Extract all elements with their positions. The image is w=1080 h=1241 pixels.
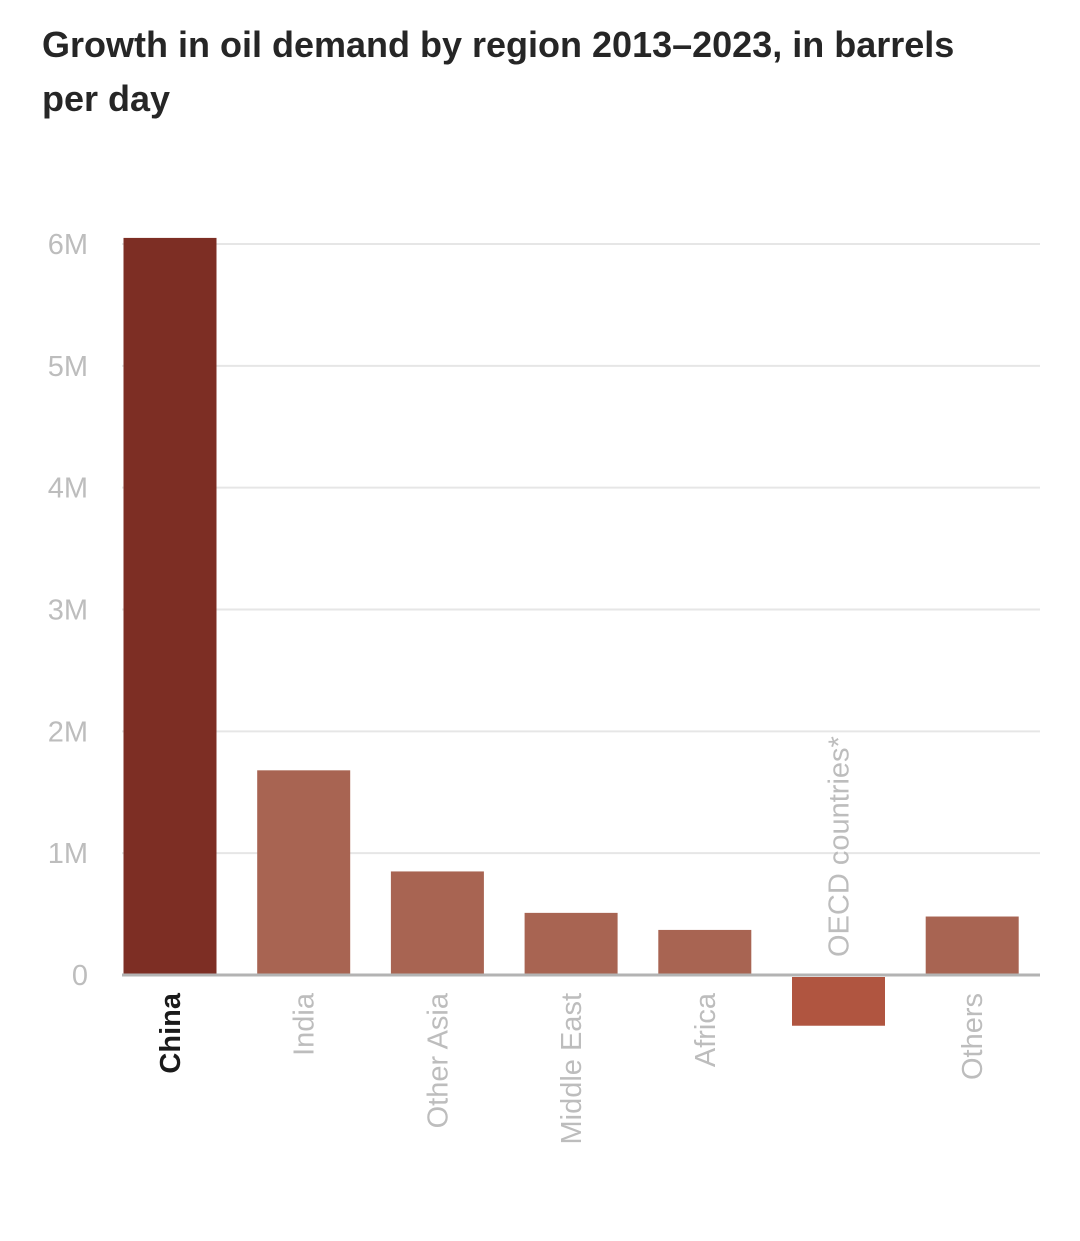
x-tick-label: OECD countries* <box>824 736 856 957</box>
x-tick-label: Others <box>957 993 989 1080</box>
bar-china <box>123 237 217 976</box>
y-tick-label: 4M <box>48 473 88 505</box>
y-tick-label: 1M <box>48 838 88 870</box>
y-tick-label: 3M <box>48 595 88 627</box>
y-tick-label: 5M <box>48 351 88 383</box>
bar-others <box>925 916 1019 975</box>
y-tick-label: 0 <box>72 960 88 992</box>
bars <box>123 237 1019 1026</box>
bar-other-asia <box>390 871 484 975</box>
x-tick-label: Other Asia <box>422 992 454 1128</box>
bar-oecd-countries <box>792 977 885 1026</box>
bar-middle-east <box>524 912 618 975</box>
x-tick-label: Middle East <box>556 993 588 1145</box>
grid-lines <box>122 243 1040 855</box>
chart-title: Growth in oil demand by region 2013–2023… <box>42 24 955 119</box>
x-tick-label: India <box>289 992 321 1056</box>
x-tick-labels: China India Other Asia Middle East Africa OEC… <box>155 736 989 1144</box>
y-tick-label: 6M <box>48 229 88 261</box>
bar-africa <box>658 929 752 975</box>
bar-india <box>257 770 351 975</box>
x-tick-label: China <box>155 992 187 1073</box>
y-tick-labels: 0 1M 2M 3M 4M 5M 6M <box>48 229 88 992</box>
y-tick-label: 2M <box>48 716 88 748</box>
x-tick-label: Africa <box>690 992 722 1067</box>
